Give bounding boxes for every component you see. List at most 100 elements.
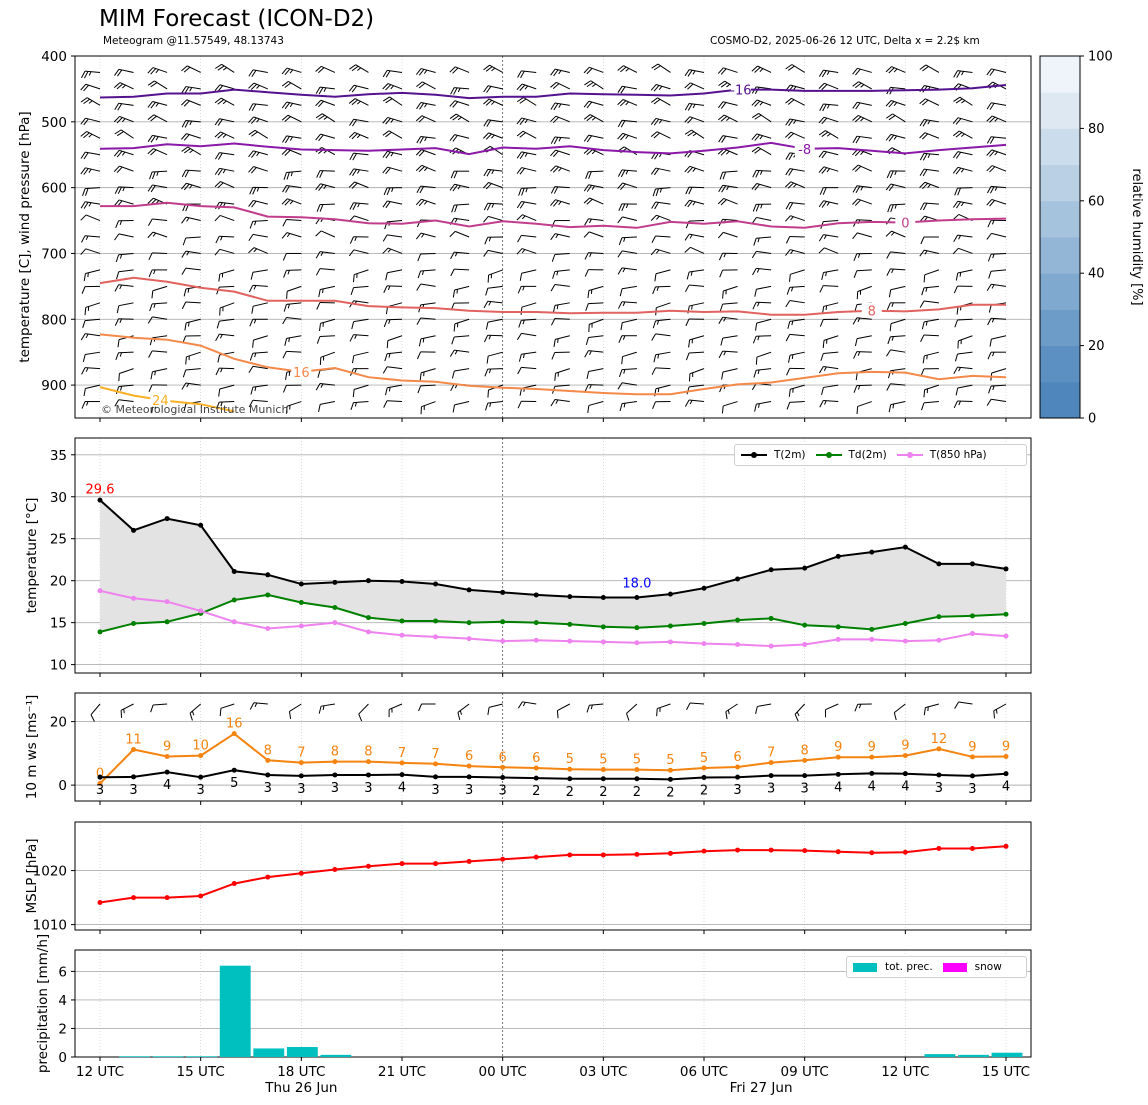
barb-half-flag [825, 305, 828, 311]
barb-flag [483, 301, 489, 309]
upper-air-wind-barb [248, 199, 268, 208]
barb-staff [655, 285, 671, 288]
barb-half-flag [858, 704, 862, 709]
barb-half-flag [356, 273, 358, 278]
barb-flag [686, 702, 691, 711]
barb-half-flag [423, 200, 428, 205]
barb-flag [518, 354, 522, 362]
barb-flag [147, 184, 153, 192]
barb-half-flag [521, 249, 526, 254]
wind-speed-label: 4 [1002, 780, 1010, 795]
upper-air-wind-barb [585, 335, 604, 346]
barb-flag [451, 370, 455, 379]
upper-air-wind-barb [852, 81, 873, 90]
legend-label: T(2m) [774, 449, 806, 461]
barb-half-flag [723, 253, 727, 258]
barb-flag [82, 320, 86, 328]
upper-air-wind-barb [385, 384, 403, 396]
barb-flag [281, 148, 288, 155]
barb-staff [823, 220, 839, 223]
barb-half-flag [388, 353, 391, 358]
upper-air-wind-barb [417, 269, 436, 279]
barb-flag [821, 167, 828, 174]
series-point [198, 608, 204, 614]
barb-flag [687, 83, 694, 90]
barb-half-flag [490, 274, 492, 279]
barb-flag [318, 87, 324, 95]
barb-flag [886, 349, 891, 357]
barb-half-flag [85, 333, 89, 339]
barb-flag [584, 269, 589, 277]
series-point [533, 620, 539, 626]
surface-wind-barb [854, 703, 872, 712]
barb-half-flag [622, 268, 626, 273]
upper-air-wind-barb [282, 135, 302, 144]
upper-air-wind-barb [113, 165, 134, 173]
barb-half-flag [119, 352, 123, 357]
series-point [433, 774, 439, 780]
barb-staff [957, 187, 973, 189]
barb-staff [219, 401, 235, 403]
upper-air-wind-barb [785, 97, 805, 106]
barb-flag [788, 168, 794, 176]
barb-staff [757, 703, 772, 707]
barb-flag [181, 301, 187, 310]
barb-flag [818, 200, 825, 208]
barb-flag [452, 115, 460, 121]
barb-flag [652, 188, 656, 197]
barb-flag [752, 204, 757, 212]
barb-flag [888, 101, 895, 108]
upper-air-wind-barb [215, 235, 235, 244]
barb-flag [83, 152, 89, 160]
upper-air-wind-barb [80, 117, 101, 126]
barb-flag [890, 204, 894, 213]
barb-flag [621, 203, 626, 212]
upper-air-wind-barb [382, 116, 403, 125]
upper-air-wind-barb [818, 150, 839, 159]
wind-speed-label: 8 [801, 743, 809, 758]
barb-flag [150, 704, 154, 713]
barb-half-flag [960, 339, 962, 345]
y-tick-label: 35 [50, 448, 67, 464]
barb-flag [687, 131, 695, 137]
barb-flag [415, 232, 422, 240]
upper-air-wind-barb [621, 351, 638, 365]
value-annotation: 18.0 [622, 576, 651, 591]
upper-air-wind-barb [483, 119, 503, 127]
barb-half-flag [723, 351, 727, 356]
barb-flag [453, 87, 458, 95]
upper-air-wind-barb [250, 269, 268, 280]
series-point [768, 643, 774, 649]
upper-air-wind-barb [315, 86, 335, 95]
barb-flag [486, 203, 492, 211]
upper-air-wind-barb [349, 236, 369, 244]
barb-flag [651, 367, 656, 375]
upper-air-wind-barb [147, 316, 168, 324]
barb-half-flag [421, 270, 425, 275]
series-point [533, 854, 539, 860]
upper-air-wind-barb [516, 130, 537, 139]
barb-staff [320, 230, 336, 238]
upper-air-wind-barb [81, 70, 101, 79]
upper-air-wind-barb [651, 97, 671, 106]
series-point [365, 772, 371, 778]
barb-flag [854, 165, 862, 172]
day-label: Fri 27 Jun [730, 1080, 793, 1096]
series-point [936, 561, 942, 567]
barb-flag [147, 135, 153, 142]
barb-staff [991, 232, 1007, 238]
barb-half-flag [153, 303, 156, 308]
barb-flag [588, 171, 592, 179]
series-point [265, 874, 271, 880]
barb-flag [419, 136, 425, 144]
colorbar-band [1040, 56, 1080, 93]
barb-flag [281, 198, 288, 205]
surface-wind-barb [656, 703, 671, 717]
series-point [735, 576, 741, 582]
barb-flag [415, 164, 423, 171]
upper-air-wind-barb [887, 203, 906, 213]
upper-air-wind-barb [818, 200, 839, 208]
barb-flag [151, 290, 154, 299]
barb-flag [114, 399, 120, 407]
wind-speed-label: 2 [666, 785, 674, 800]
